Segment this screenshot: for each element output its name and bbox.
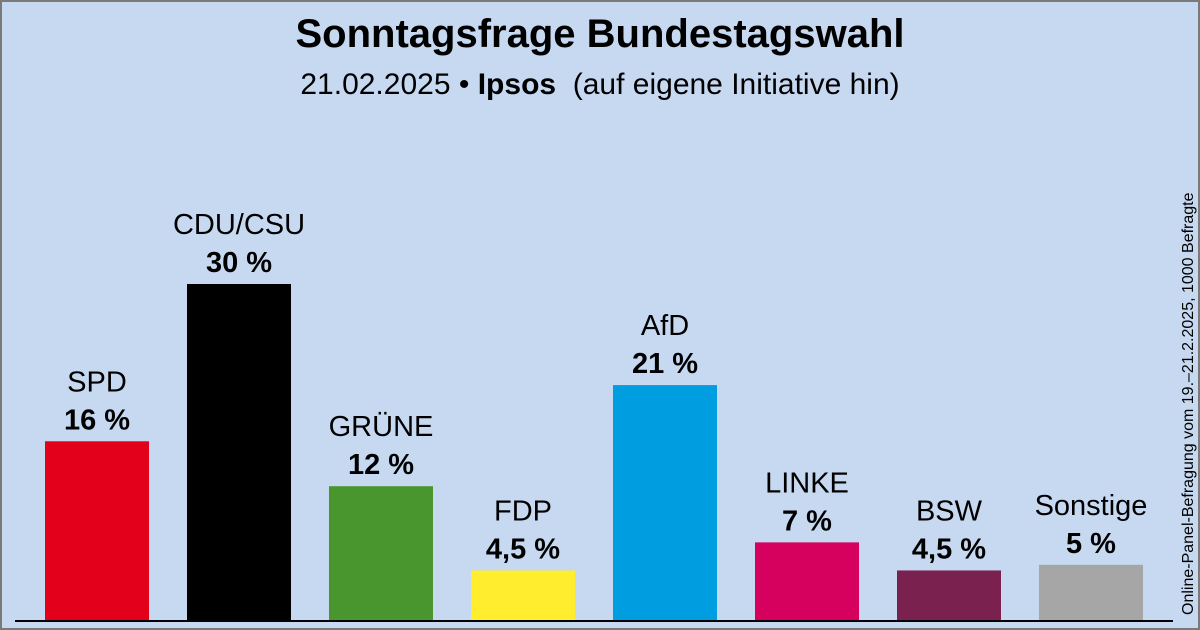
bar-spd [45,441,149,621]
bar-fdp [471,570,575,621]
bar-afd [613,385,717,621]
chart-subtitle: 21.02.2025 • Ipsos (auf eigene Initiativ… [0,68,1200,102]
category-label-bsw: BSW [916,495,983,527]
category-label-spd: SPD [67,366,127,398]
category-label-afd: AfD [641,310,689,342]
subtitle-separator: • [458,68,470,101]
bar-bsw [897,570,1001,621]
category-label-sonstige: Sonstige [1035,490,1148,522]
category-label-grüne: GRÜNE [329,411,434,443]
value-label-sonstige: 5 % [1066,528,1116,560]
category-label-cdu-csu: CDU/CSU [173,209,305,241]
chart-title: Sonntagsfrage Bundestagswahl [295,12,905,56]
category-label-fdp: FDP [494,495,552,527]
value-label-fdp: 4,5 % [486,533,560,565]
value-label-linke: 7 % [782,505,832,537]
bars-group: 16 % SPD 30 % CDU/CSU 12 % GRÜNE 4,5 % FDP 21 % A… [45,209,1147,621]
subtitle-date: 21.02.2025 [300,68,451,101]
bar-sonstige [1039,564,1143,621]
value-label-grüne: 12 % [348,449,414,481]
subtitle-institute: Ipsos [477,68,557,101]
category-label-linke: LINKE [765,467,849,499]
value-label-afd: 21 % [632,348,698,380]
bar-cdu-csu [187,284,291,621]
bar-linke [755,542,859,621]
value-label-cdu-csu: 30 % [206,247,272,279]
value-label-spd: 16 % [64,404,130,436]
value-label-bsw: 4,5 % [912,533,986,565]
bar-grüne [329,486,433,621]
subtitle-note: (auf eigene Initiative hin) [572,68,900,101]
